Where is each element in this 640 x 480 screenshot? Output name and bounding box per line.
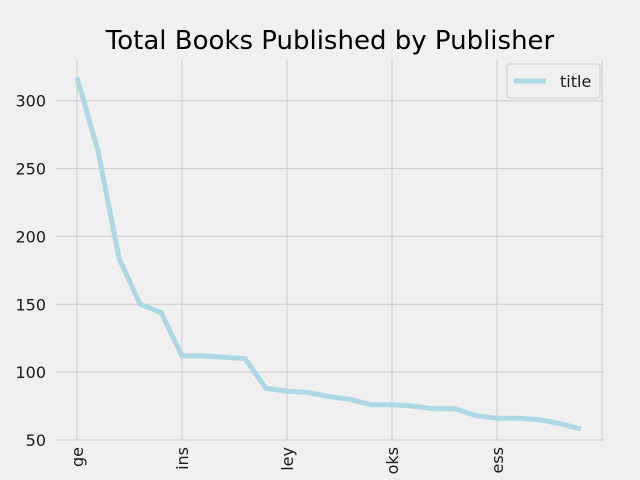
grid-lines	[56, 60, 604, 441]
y-tick-label-300: 300	[15, 92, 46, 111]
x-tick-label-2: ley	[278, 447, 297, 471]
y-tick-label-150: 150	[15, 295, 46, 314]
legend-box	[506, 63, 601, 99]
legend: title	[506, 63, 601, 99]
y-tick-label-200: 200	[15, 227, 46, 246]
y-tick-label-100: 100	[15, 363, 46, 382]
series-line-title	[74, 76, 582, 432]
y-tick-label-50: 50	[26, 431, 46, 450]
x-tick-label-3: oks	[383, 447, 402, 474]
x-tick-label-0: ge	[68, 447, 87, 467]
y-tick-label-250: 250	[15, 160, 46, 179]
x-tick-label-4: ess	[488, 447, 507, 474]
y-axis-ticks: 50 100 150 200 250 300	[15, 92, 46, 450]
chart-title: Total Books Published by Publisher	[105, 26, 555, 56]
legend-label-title: title	[560, 72, 591, 91]
x-tick-label-1: ins	[173, 447, 192, 470]
series-lines	[74, 76, 582, 432]
x-axis-ticks: ge ins ley oks ess	[68, 447, 507, 474]
